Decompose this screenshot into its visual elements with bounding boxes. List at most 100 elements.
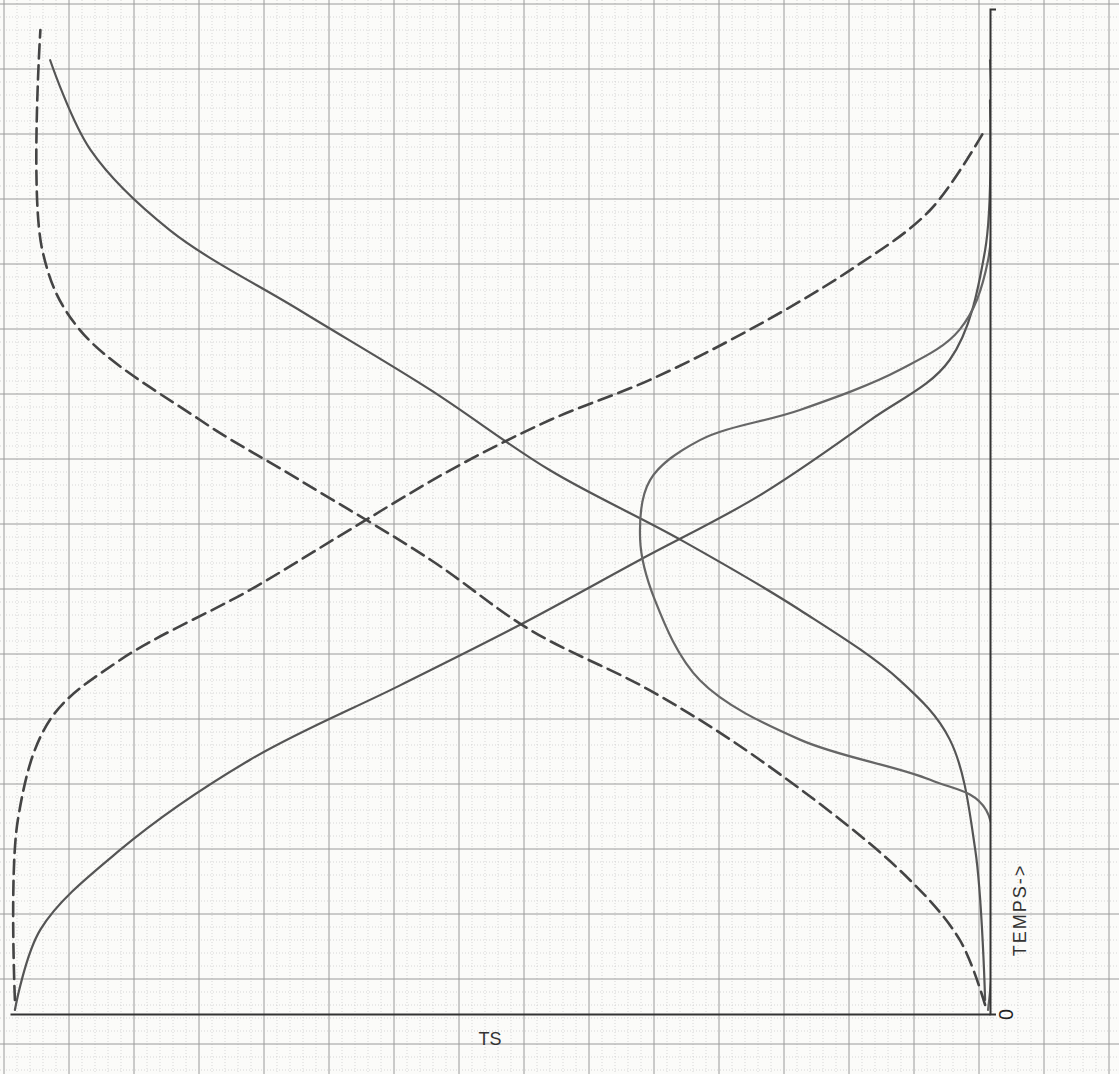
paper-line bbox=[0, 511, 1119, 512]
paper-line bbox=[0, 563, 1119, 564]
paper-line bbox=[992, 0, 993, 1074]
paper-line bbox=[0, 186, 1119, 187]
paper-line bbox=[0, 212, 1119, 213]
paper-line bbox=[719, 0, 720, 1074]
plot: 0 TEMPS-> TS bbox=[11, 10, 1031, 1050]
paper-line bbox=[485, 0, 486, 1074]
paper-line bbox=[446, 0, 447, 1074]
paper-line bbox=[0, 433, 1119, 434]
paper-line bbox=[0, 784, 1119, 785]
paper-line bbox=[0, 147, 1119, 148]
paper-line bbox=[0, 485, 1119, 486]
paper-line bbox=[0, 862, 1119, 863]
paper-line bbox=[0, 407, 1119, 408]
paper-line bbox=[251, 0, 252, 1074]
paper-line bbox=[1070, 0, 1071, 1074]
paper-line bbox=[0, 238, 1119, 239]
paper-line bbox=[56, 0, 57, 1074]
paper-line bbox=[1109, 0, 1110, 1074]
paper bbox=[0, 0, 1119, 1074]
paper-line bbox=[0, 108, 1119, 109]
paper-line bbox=[0, 810, 1119, 811]
paper-line bbox=[0, 615, 1119, 616]
paper-line bbox=[0, 849, 1119, 850]
paper-line bbox=[0, 654, 1119, 655]
paper-line bbox=[0, 472, 1119, 473]
graph-paper bbox=[0, 0, 1119, 1074]
paper-line bbox=[914, 0, 915, 1074]
paper-line bbox=[0, 420, 1119, 421]
paper-line bbox=[95, 0, 96, 1074]
paper-line bbox=[329, 0, 330, 1074]
paper-line bbox=[875, 0, 876, 1074]
paper-line bbox=[0, 30, 1119, 31]
paper-line bbox=[368, 0, 369, 1074]
paper-line bbox=[0, 160, 1119, 161]
paper-line bbox=[0, 199, 1119, 200]
paper-line bbox=[0, 992, 1119, 993]
paper-line bbox=[0, 576, 1119, 577]
paper-line bbox=[0, 394, 1119, 395]
paper-line bbox=[524, 0, 525, 1074]
paper-line bbox=[0, 56, 1119, 57]
paper-line bbox=[0, 875, 1119, 876]
x-axis-title: TEMPS-> bbox=[1010, 864, 1030, 957]
series-line bbox=[13, 130, 985, 1000]
paper-line bbox=[0, 758, 1119, 759]
paper-line bbox=[0, 290, 1119, 291]
paper-line bbox=[0, 1031, 1119, 1032]
paper-line bbox=[0, 69, 1119, 70]
paper-line bbox=[0, 823, 1119, 824]
paper-line bbox=[0, 797, 1119, 798]
paper-line bbox=[0, 537, 1119, 538]
y-axis-line bbox=[11, 1014, 991, 1016]
paper-line bbox=[0, 914, 1119, 915]
paper-line bbox=[0, 966, 1119, 967]
paper-line bbox=[0, 979, 1119, 980]
paper-line bbox=[680, 0, 681, 1074]
paper-line bbox=[0, 459, 1119, 460]
paper-line bbox=[0, 693, 1119, 694]
paper-line bbox=[0, 719, 1119, 720]
paper-line bbox=[953, 0, 954, 1074]
paper-line bbox=[0, 901, 1119, 902]
paper-line bbox=[0, 1057, 1119, 1058]
paper-line bbox=[0, 43, 1119, 44]
paper-line bbox=[0, 446, 1119, 447]
paper-line bbox=[0, 524, 1119, 525]
x-tick: 0 bbox=[990, 1009, 1017, 1020]
paper-line bbox=[0, 771, 1119, 772]
paper-line bbox=[290, 0, 291, 1074]
paper-line bbox=[0, 381, 1119, 382]
paper-line bbox=[0, 732, 1119, 733]
series-line bbox=[640, 60, 990, 1010]
paper-line bbox=[0, 251, 1119, 252]
y-axis bbox=[11, 1014, 991, 1015]
paper-line bbox=[0, 134, 1119, 135]
paper-line bbox=[0, 602, 1119, 603]
paper-line bbox=[0, 121, 1119, 122]
paper-line bbox=[0, 953, 1119, 954]
paper-line bbox=[0, 329, 1119, 330]
chart: 0 TEMPS-> TS bbox=[0, 0, 1119, 1074]
series-line bbox=[50, 60, 985, 1000]
paper-line bbox=[0, 706, 1119, 707]
paper-line bbox=[212, 0, 213, 1074]
paper-line bbox=[0, 589, 1119, 590]
paper-line bbox=[0, 641, 1119, 642]
paper-line bbox=[0, 95, 1119, 96]
paper-line bbox=[0, 680, 1119, 681]
paper-line bbox=[0, 355, 1119, 356]
y-axis-title: TS bbox=[478, 1029, 501, 1049]
paper-line bbox=[836, 0, 837, 1074]
paper-line bbox=[0, 225, 1119, 226]
paper-line bbox=[1031, 0, 1032, 1074]
paper-line bbox=[0, 1018, 1119, 1019]
paper-line bbox=[602, 0, 603, 1074]
paper-line bbox=[0, 1070, 1119, 1071]
paper-line bbox=[0, 667, 1119, 668]
paper-line bbox=[0, 17, 1119, 18]
paper-line bbox=[0, 888, 1119, 889]
paper-line bbox=[0, 940, 1119, 941]
paper-line bbox=[0, 173, 1119, 174]
